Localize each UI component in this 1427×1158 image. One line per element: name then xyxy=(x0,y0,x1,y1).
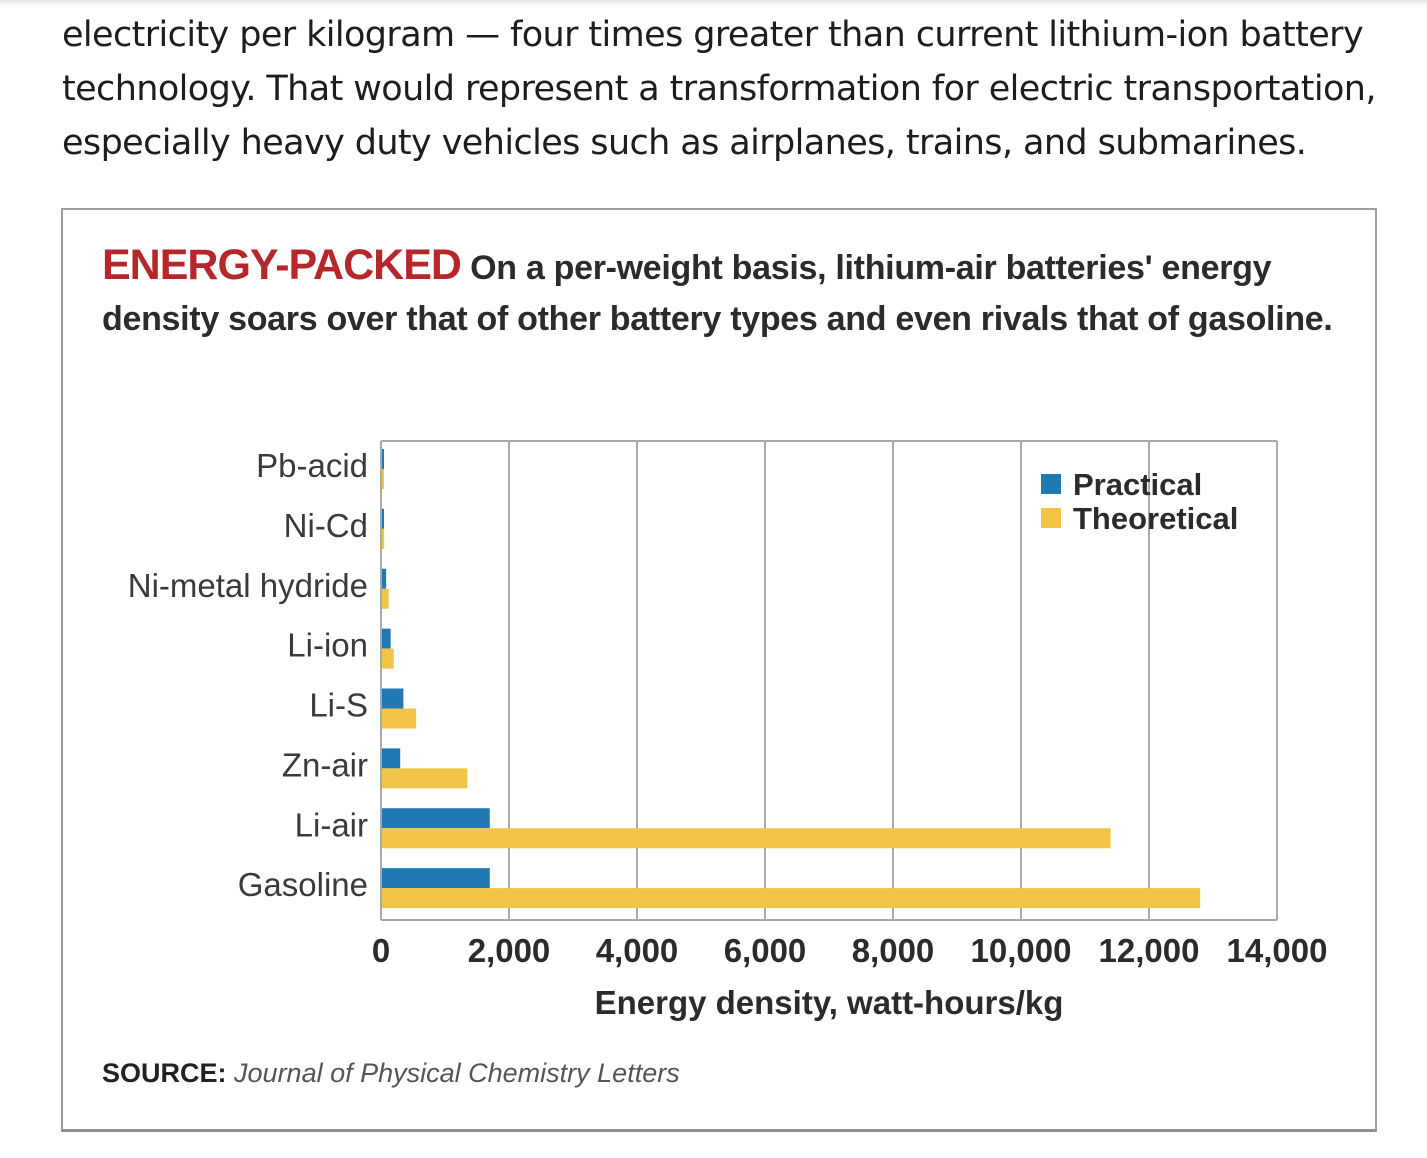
legend-swatch-practical xyxy=(1041,474,1061,494)
bar-theoretical xyxy=(381,768,468,789)
bar-practical xyxy=(381,748,401,769)
figure-source: SOURCE: Journal of Physical Chemistry Le… xyxy=(102,1058,680,1089)
article-line: electricity per kilogram — four times gr… xyxy=(62,15,1364,55)
figure-caption-text: On a per-weight basis, lithium-air batte… xyxy=(102,249,1333,338)
bar-theoretical xyxy=(381,528,385,549)
bar-theoretical xyxy=(381,469,384,489)
figure-caption: ENERGY-PACKED On a per-weight basis, lit… xyxy=(102,240,1362,345)
x-tick-label: 8,000 xyxy=(852,932,935,969)
bar-theoretical xyxy=(381,588,389,609)
bar-theoretical xyxy=(381,888,1201,909)
category-label: Gasoline xyxy=(238,866,368,903)
legend-label-practical: Practical xyxy=(1073,467,1202,502)
x-tick-label: 4,000 xyxy=(596,932,679,969)
x-tick-label: 10,000 xyxy=(971,932,1072,969)
category-label: Li-ion xyxy=(287,627,368,664)
bar-theoretical xyxy=(381,648,394,669)
x-axis-title: Energy density, watt-hours/kg xyxy=(595,984,1064,1021)
bar-theoretical xyxy=(381,828,1111,849)
x-tick-label: 12,000 xyxy=(1099,932,1200,969)
bar-practical xyxy=(381,688,404,709)
article-line: technology. That would represent a trans… xyxy=(62,69,1376,109)
category-label: Ni-metal hydride xyxy=(128,567,368,604)
legend-label-theoretical: Theoretical xyxy=(1073,501,1238,536)
legend-swatch-theoretical xyxy=(1041,508,1061,528)
bar-chart: Pb-acid Ni-Cd Ni-metal hydride Li-ion Li-S Zn… xyxy=(128,440,1328,1021)
figure-box: ENERGY-PACKED On a per-weight basis, lit… xyxy=(61,208,1377,1132)
category-label: Pb-acid xyxy=(256,447,368,484)
figure-title: ENERGY-PACKED xyxy=(102,241,462,289)
top-edge-shadow xyxy=(0,0,1427,6)
article-line: especially heavy duty vehicles such as a… xyxy=(62,123,1307,163)
article-paragraph: electricity per kilogram — four times gr… xyxy=(62,8,1402,170)
category-label: Li-air xyxy=(295,806,368,843)
x-tick-label: 14,000 xyxy=(1227,932,1328,969)
bar-practical xyxy=(381,868,490,889)
source-text: Journal of Physical Chemistry Letters xyxy=(234,1058,680,1088)
bar-practical xyxy=(381,449,384,469)
source-label: SOURCE: xyxy=(102,1058,227,1088)
bar-practical xyxy=(381,568,387,589)
x-tick-label: 0 xyxy=(372,932,390,969)
bar-practical xyxy=(381,808,490,829)
bar-practical xyxy=(381,508,384,529)
category-label: Ni-Cd xyxy=(284,507,368,544)
x-tick-label: 2,000 xyxy=(468,932,551,969)
category-label: Li-S xyxy=(309,687,368,724)
category-label: Zn-air xyxy=(282,746,368,783)
bar-theoretical xyxy=(381,708,417,729)
bar-practical xyxy=(381,628,391,649)
x-tick-label: 6,000 xyxy=(724,932,807,969)
